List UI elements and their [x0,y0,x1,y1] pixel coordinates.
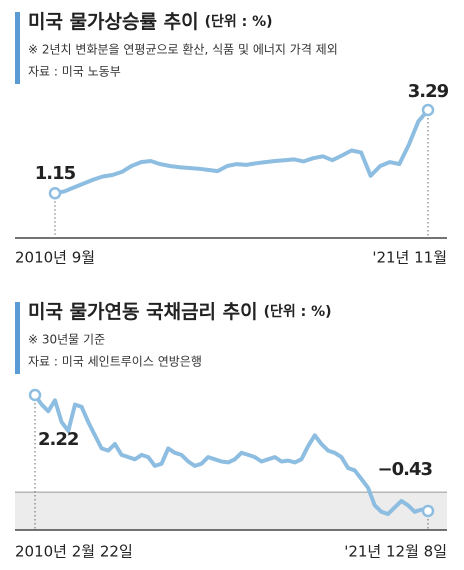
line [54,108,430,196]
unit: (단위 : %) [264,303,332,320]
title-accent [15,12,20,84]
source: 자료 : 미국 세인트루이스 연방은행 [28,354,202,369]
chart-title: 미국 물가상승률 추이 (단위 : %) [28,11,273,33]
x-label: '21년 11월 [372,249,447,267]
note: ※ 30년물 기준 [28,333,105,347]
note: ※ 2년치 변화분을 연평균으로 환산, 식품 및 에너지 가격 제외 [28,43,338,57]
title-text: 미국 물가연동 국채금리 추이 [28,301,258,323]
title-text: 미국 물가상승률 추이 [28,11,199,33]
value-label: 2.22 [38,429,78,450]
value-label: −0.43 [378,459,433,480]
value-label: 1.15 [35,163,76,184]
source: 자료 : 미국 노동부 [28,65,121,79]
unit: (단위 : %) [205,13,273,30]
end-point [421,504,435,518]
end-point [28,388,42,402]
below-zero-band [15,492,447,530]
x-label: '21년 12월 8일 [344,543,447,561]
x-label: 2010년 9월 [15,249,95,267]
line [33,393,429,516]
end-point [421,103,435,117]
value-label: 3.29 [408,81,449,102]
chart-title: 미국 물가연동 국채금리 추이 (단위 : %) [28,301,332,323]
title-accent [15,302,20,374]
end-point [48,187,62,200]
x-label: 2010년 2월 22일 [15,543,133,561]
